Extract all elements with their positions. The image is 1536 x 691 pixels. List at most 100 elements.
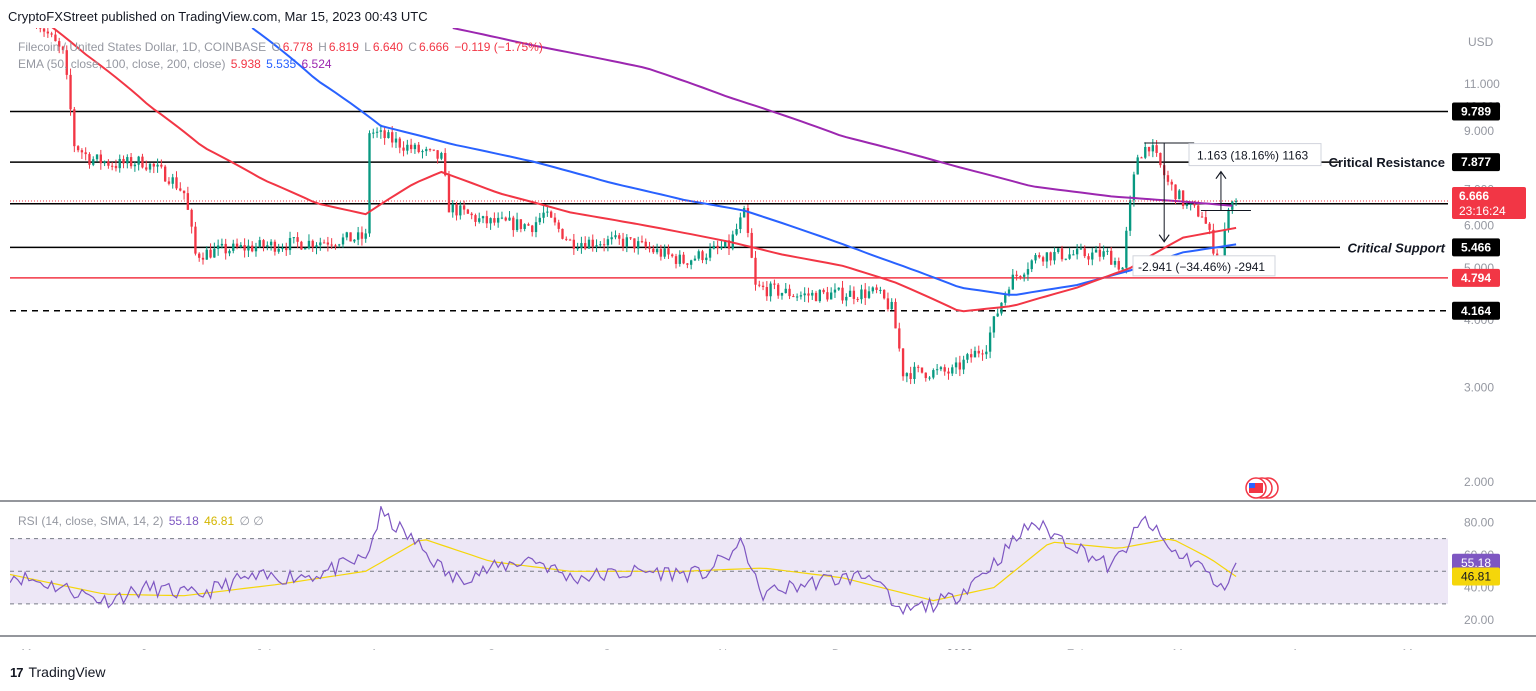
candle-body	[76, 146, 80, 151]
candle-body	[534, 222, 538, 233]
candle-body	[848, 290, 852, 297]
candle-body	[277, 248, 280, 252]
candle-body	[508, 217, 511, 221]
annotation-bg	[1340, 153, 1448, 172]
candle-body	[640, 241, 644, 243]
candle-body	[42, 28, 46, 32]
x-tick-label: Apr	[1291, 647, 1310, 650]
x-tick-label: Dec	[832, 647, 853, 650]
rsi-value-text: 55.18	[1461, 556, 1491, 570]
candle-body	[360, 232, 364, 239]
candle-body	[103, 161, 106, 164]
candle-body	[1007, 289, 1011, 294]
candle-body	[175, 177, 178, 189]
candle-body	[428, 149, 432, 151]
candle-body	[375, 131, 379, 133]
rsi-tick-label: 20.00	[1464, 613, 1494, 627]
candle-body	[239, 245, 243, 247]
candle-body	[129, 157, 133, 167]
candle-body	[394, 138, 398, 143]
candle-body	[1144, 146, 1147, 158]
candle-body	[584, 243, 587, 249]
candle-body	[1212, 229, 1215, 254]
candle-body	[1087, 256, 1090, 260]
candle-body	[515, 219, 519, 231]
tradingview-footer[interactable]: 17 TradingView	[10, 664, 106, 680]
y-tick-label: 2.000	[1464, 475, 1494, 489]
symbol-name[interactable]: Filecoin / United States Dollar, 1D, COI…	[18, 40, 267, 54]
candle-body	[285, 248, 288, 251]
candle-body	[954, 362, 958, 368]
rsi-sma-value: 46.81	[204, 514, 235, 528]
candle-body	[152, 163, 155, 167]
candle-body	[353, 239, 356, 242]
level-price-tag	[1452, 301, 1500, 320]
ema200-value: 6.524	[301, 57, 332, 71]
candle-body	[988, 332, 992, 352]
open-value: 6.778	[282, 40, 313, 54]
candle-body	[716, 245, 719, 248]
level-price-text: 4.794	[1461, 271, 1491, 285]
x-tick-label: May	[21, 647, 44, 650]
candle-body	[512, 217, 515, 231]
candle-body	[549, 211, 553, 218]
candle-body	[311, 240, 314, 248]
candle-body	[156, 164, 159, 167]
candle-body	[1159, 152, 1162, 166]
candle-body	[349, 232, 352, 242]
candle-body	[595, 245, 598, 247]
candle-body	[444, 153, 447, 176]
candle-body	[182, 190, 186, 194]
candle-body	[489, 218, 492, 224]
rsi-sma-line	[10, 538, 1237, 602]
candle-body	[845, 296, 848, 301]
ema-label[interactable]: EMA (50, close, 100, close, 200, close)	[18, 57, 226, 71]
candle-body	[708, 248, 712, 258]
candle-body	[629, 237, 632, 239]
candle-body	[281, 248, 284, 250]
candle-body	[773, 283, 776, 285]
candle-body	[319, 242, 322, 246]
candle-body	[46, 31, 50, 34]
candle-body	[822, 289, 825, 293]
candle-body	[712, 245, 716, 249]
candle-body	[262, 240, 265, 247]
level-price-tag	[1452, 268, 1500, 287]
candle-body	[973, 350, 977, 358]
y-tick-label: 9.000	[1464, 124, 1494, 138]
rsi-label[interactable]: RSI (14, close, SMA, 14, 2)	[18, 514, 164, 528]
measure-label-box	[1188, 143, 1322, 167]
candle-body	[341, 237, 345, 245]
candle-body	[1151, 145, 1155, 152]
candle-body	[705, 257, 708, 261]
candle-body	[750, 232, 753, 258]
candle-body	[228, 250, 231, 254]
candle-body	[413, 144, 417, 150]
price-chart[interactable]: USD2.0003.0004.0005.0006.0007.0008.0009.…	[0, 28, 1536, 650]
candle-body	[610, 237, 613, 240]
rsi-sma-text: 46.81	[1461, 569, 1491, 583]
rsi-value-tag	[1452, 553, 1500, 572]
candle-body	[701, 251, 704, 261]
x-tick-label: Aug	[370, 647, 391, 650]
measure-label-down: -2.941 (−34.46%) -2941	[1138, 260, 1265, 274]
candle-body	[1053, 251, 1056, 261]
candle-body	[402, 147, 405, 151]
candle-body	[292, 237, 295, 239]
candle-body	[856, 298, 859, 300]
y-tick-label: 6.000	[1464, 219, 1494, 233]
last-price-tag	[1452, 187, 1526, 220]
candle-body	[92, 159, 95, 165]
candle-body	[561, 228, 564, 239]
candle-body	[114, 165, 118, 169]
candle-body	[1106, 250, 1109, 252]
candle-body	[171, 177, 174, 184]
candle-body	[618, 235, 621, 239]
candle-body	[1041, 257, 1045, 262]
candle-body	[1083, 248, 1086, 257]
candle-body	[697, 251, 700, 259]
candle-body	[905, 373, 909, 377]
candle-body	[920, 367, 924, 373]
candle-body	[95, 154, 99, 160]
candle-body	[330, 244, 333, 246]
